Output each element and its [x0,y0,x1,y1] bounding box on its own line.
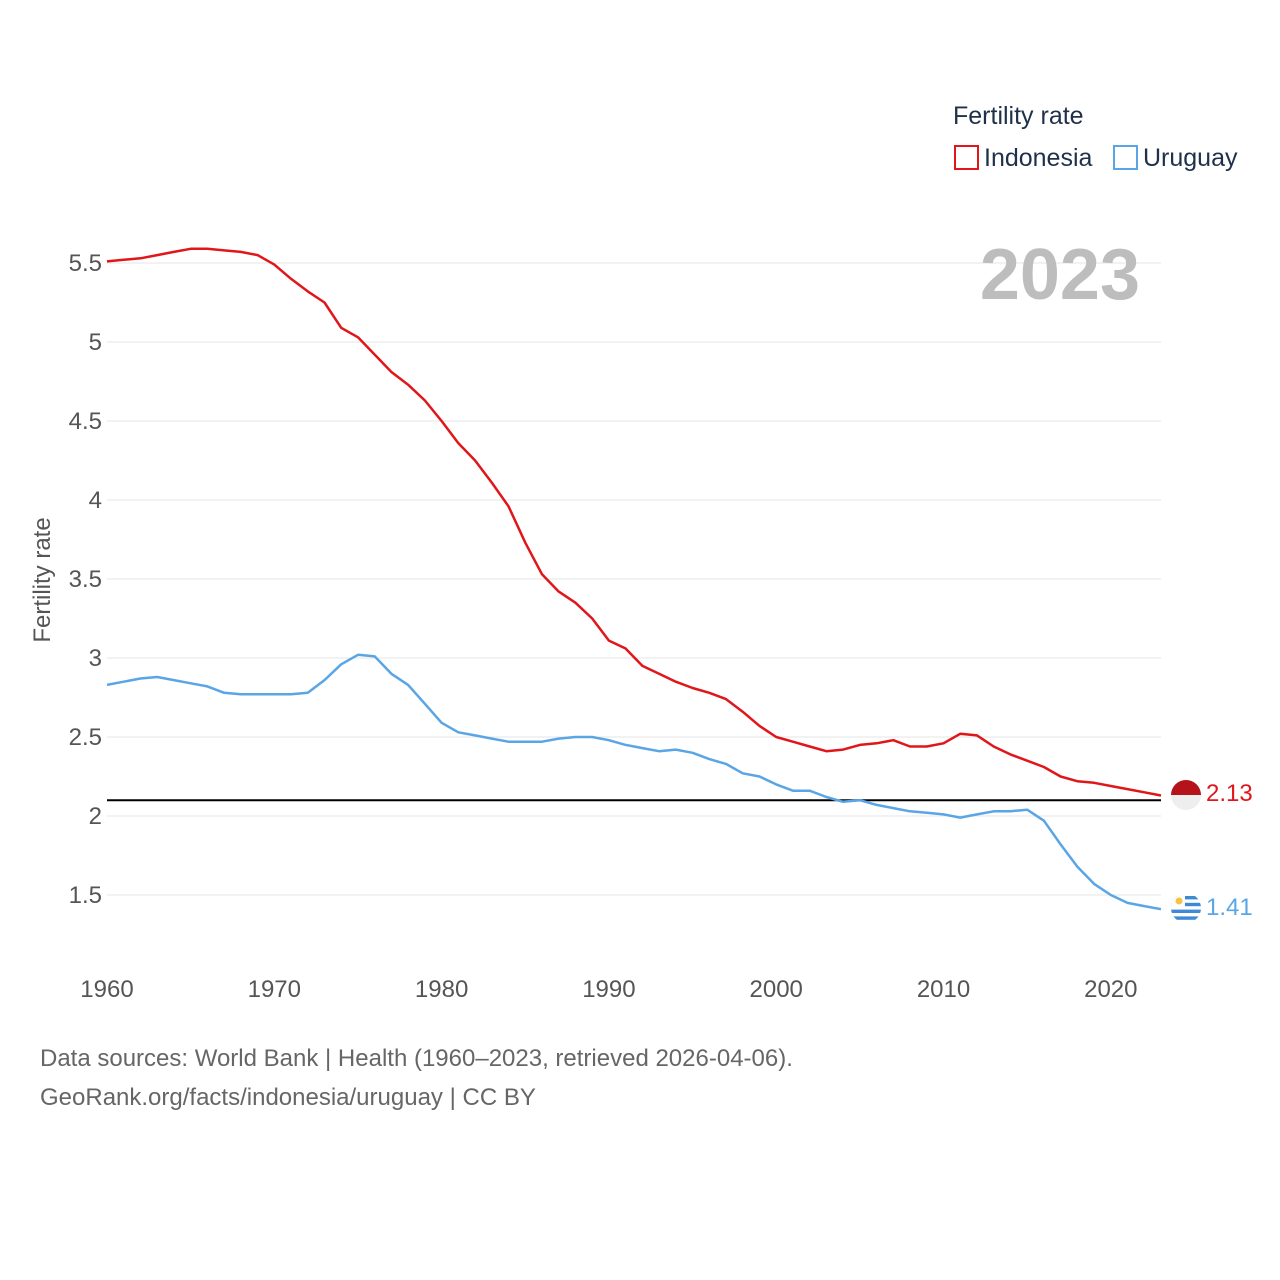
x-tick-label: 2010 [917,976,970,1003]
y-tick-label: 2 [89,803,102,830]
y-tick-label: 5 [89,329,102,356]
uruguay-flag-icon [1171,893,1201,923]
legend-label-indonesia: Indonesia [984,144,1093,172]
y-tick-label: 3 [89,645,102,672]
y-tick-label: 4 [89,487,102,514]
footer-sources: Data sources: World Bank | Health (1960–… [40,1045,793,1072]
legend-label-uruguay: Uruguay [1143,144,1238,172]
x-tick-label: 2020 [1084,976,1137,1003]
footer-attribution: GeoRank.org/facts/indonesia/uruguay | CC… [40,1084,536,1111]
x-tick-label: 1980 [415,976,468,1003]
legend-swatch-indonesia [954,145,979,170]
y-tick-label: 4.5 [69,408,102,435]
end-label-uruguay: 1.41 [1206,894,1253,921]
x-tick-label: 1970 [248,976,301,1003]
x-tick-label: 1960 [80,976,133,1003]
x-tick-label: 1990 [582,976,635,1003]
series-line-uruguay [106,653,1162,911]
end-label-indonesia: 2.13 [1206,780,1253,807]
legend-title: Fertility rate [953,102,1084,130]
y-tick-label: 3.5 [69,566,102,593]
series-line-indonesia [106,247,1162,797]
y-axis-title: Fertility rate [29,517,56,642]
legend-swatch-uruguay [1113,145,1138,170]
year-label: 2023 [980,235,1140,315]
legend: Fertility rate Indonesia Uruguay [953,102,1238,172]
y-tick-labels: 1.5 2 2.5 3 3.5 4 4.5 5 5.5 [69,250,102,909]
x-tick-labels: 1960 1970 1980 1990 2000 2010 2020 [80,976,1137,1003]
grid-layer [107,262,1161,896]
y-tick-label: 5.5 [69,250,102,277]
indonesia-flag-icon [1171,780,1201,810]
y-tick-label: 1.5 [69,882,102,909]
x-tick-label: 2000 [750,976,803,1003]
y-tick-label: 2.5 [69,724,102,751]
